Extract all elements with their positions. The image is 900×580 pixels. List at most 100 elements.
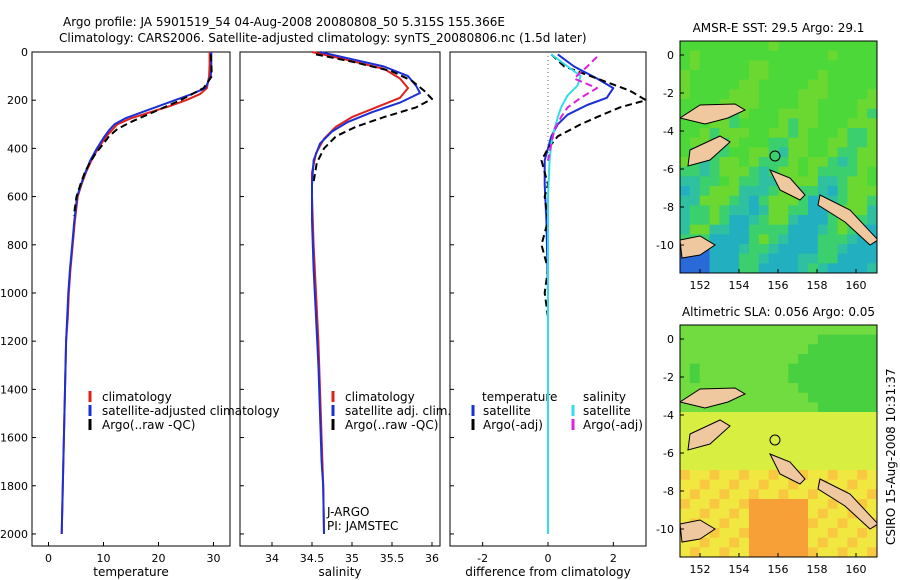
map-cell <box>739 547 750 557</box>
map-cell <box>798 137 809 148</box>
map-cell <box>798 537 809 548</box>
map-cell <box>857 89 868 100</box>
map-cell <box>798 334 809 345</box>
map-cell <box>867 215 877 226</box>
map-cell <box>808 363 819 374</box>
map-cell <box>689 499 701 510</box>
map-cell <box>748 205 760 216</box>
map-cell <box>867 128 877 139</box>
map-cell <box>680 60 691 71</box>
map-cell <box>699 195 711 206</box>
map-cell <box>847 157 858 168</box>
map-cell <box>758 392 770 403</box>
map-cell <box>857 499 868 510</box>
map-cell <box>778 89 789 100</box>
map-cell <box>709 195 720 206</box>
map-cell <box>778 195 789 206</box>
map-cell <box>758 354 770 365</box>
map-cell <box>739 244 750 255</box>
map-cell <box>768 157 779 168</box>
map-cell <box>788 244 799 255</box>
map-cell <box>788 479 799 490</box>
map-cell <box>867 383 877 394</box>
map-cell <box>827 363 839 374</box>
map-cell <box>778 441 789 452</box>
map-cell <box>768 441 779 452</box>
map-cell <box>867 354 877 365</box>
map-cell <box>788 499 799 510</box>
map-cell <box>748 431 760 442</box>
map-cell <box>778 224 789 235</box>
map-cell <box>709 205 720 216</box>
map-cell <box>680 253 691 264</box>
map-cell <box>827 325 839 336</box>
map-cell <box>817 325 829 336</box>
map-cell <box>827 441 839 452</box>
map-cell <box>719 402 730 413</box>
map-cell <box>778 334 789 345</box>
map-cell <box>739 215 750 226</box>
map-cell <box>837 60 848 71</box>
map-cell <box>729 118 740 129</box>
map-cell <box>719 70 730 81</box>
map-cell <box>680 224 691 235</box>
map-cell <box>798 166 809 177</box>
map-cell <box>857 441 868 452</box>
temperature-axes-frame <box>31 51 231 547</box>
map-cell <box>857 186 868 197</box>
map-cell <box>847 195 858 206</box>
map-cell <box>748 412 760 423</box>
map-cell <box>758 402 770 413</box>
map-cell <box>827 128 839 139</box>
map-cell <box>758 215 770 226</box>
map-cell <box>817 186 829 197</box>
map-cell <box>817 176 829 187</box>
map-cell <box>798 470 809 481</box>
map-cell <box>817 128 829 139</box>
map-cell <box>827 50 839 61</box>
map-cell <box>768 253 779 264</box>
map-cell <box>837 373 848 384</box>
map-cell <box>778 244 789 255</box>
map-cell <box>847 402 858 413</box>
map-cell <box>867 325 877 336</box>
map-cell <box>867 460 877 471</box>
map-cell <box>709 253 720 264</box>
map-cell <box>748 99 760 110</box>
map-cell <box>719 41 730 52</box>
map-cell <box>827 157 839 168</box>
map-cell <box>699 60 711 71</box>
island-shape <box>680 103 747 125</box>
map-cell <box>739 460 750 471</box>
map-cell <box>680 412 691 423</box>
sla-map-panel: Altimetric SLA: 0.056 Argo: 0.05 152 154 1… <box>656 305 878 576</box>
map-cell <box>729 450 740 461</box>
map-x-tick-label: 152 <box>690 279 711 292</box>
map-cell <box>808 344 819 355</box>
map-cell <box>857 244 868 255</box>
map-cell <box>748 460 760 471</box>
map-cell <box>857 253 868 264</box>
map-cell <box>798 79 809 90</box>
map-cell <box>729 41 740 52</box>
map-cell <box>827 334 839 345</box>
map-cell <box>748 89 760 100</box>
map-cell <box>739 392 750 403</box>
map-cell <box>808 508 819 519</box>
map-cell <box>748 508 760 519</box>
legend-sal-argo: Argo(-adj) <box>583 418 643 432</box>
map-cell <box>689 253 701 264</box>
map-cell <box>719 354 730 365</box>
sla-map-title: Altimetric SLA: 0.056 Argo: 0.05 <box>682 305 875 319</box>
map-cell <box>719 363 730 374</box>
map-cell <box>857 157 868 168</box>
map-cell <box>847 412 858 423</box>
map-cell <box>680 441 691 452</box>
map-cell <box>709 373 720 384</box>
map-cell <box>719 79 730 90</box>
map-cell <box>847 363 858 374</box>
map-cell <box>719 528 730 539</box>
map-cell <box>709 234 720 245</box>
map-cell <box>808 60 819 71</box>
